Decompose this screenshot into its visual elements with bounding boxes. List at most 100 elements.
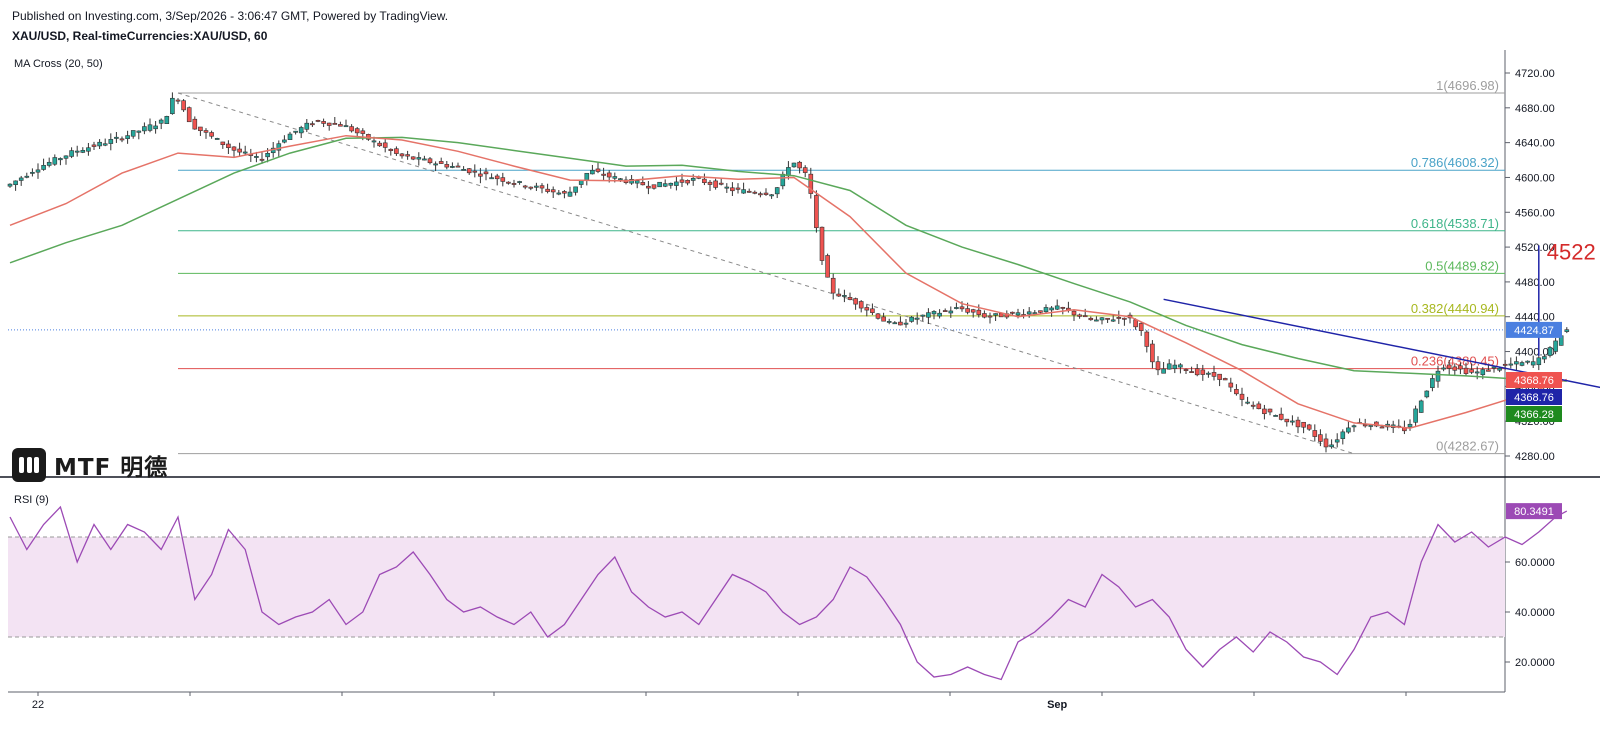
candle-body: [114, 136, 119, 139]
candle-body: [601, 173, 606, 176]
price-tick-label: 4680.00: [1515, 103, 1555, 115]
candle-body: [343, 125, 349, 128]
candle-body: [1323, 438, 1329, 448]
candle-body: [1530, 361, 1536, 366]
candle-body: [718, 182, 724, 185]
candle-body: [1441, 367, 1446, 370]
price-tag-bg: [1506, 406, 1562, 422]
price-tag: 4368.76: [1514, 375, 1554, 387]
candle-body: [517, 181, 522, 183]
candle-body: [310, 123, 315, 126]
candle-body: [1150, 343, 1155, 363]
candle-body: [1015, 312, 1021, 316]
candle-body: [7, 183, 13, 187]
candle-body: [422, 158, 427, 161]
candle-body: [842, 295, 847, 297]
candle-body: [332, 122, 338, 125]
candle-body: [847, 296, 853, 300]
candle-body: [360, 130, 366, 134]
candle-body: [1234, 389, 1239, 395]
candle-body: [584, 172, 590, 181]
candle-body: [63, 155, 69, 159]
fib-level-label: 0(4282.67): [1436, 439, 1499, 454]
price-tag-bg: [1506, 372, 1562, 388]
candle-body: [954, 307, 959, 309]
price-tag-bg: [1506, 389, 1562, 405]
candle-body: [164, 116, 170, 124]
candle-body: [881, 316, 886, 322]
time-label: Sep: [1047, 699, 1067, 711]
candle-body: [1480, 369, 1486, 376]
candle-body: [24, 175, 30, 178]
candle-body: [1144, 331, 1150, 347]
candle-body: [898, 321, 903, 326]
candle-body: [982, 313, 987, 318]
candle-body: [130, 130, 136, 137]
candle-body: [556, 192, 562, 195]
candle-body: [259, 158, 265, 161]
candle-body: [1334, 439, 1340, 443]
candle-body: [550, 189, 556, 193]
candle-body: [1183, 369, 1189, 371]
candle-body: [1245, 401, 1250, 404]
candle-body: [1424, 390, 1430, 398]
candle-body: [562, 191, 567, 194]
candle-body: [970, 309, 976, 313]
candle-body: [304, 122, 310, 130]
candle-body: [937, 312, 942, 317]
rsi-label[interactable]: RSI (9): [14, 494, 49, 506]
rsi-line: [9, 505, 1568, 681]
candle-body: [153, 125, 158, 130]
candle-body: [1161, 368, 1166, 374]
candle-body: [875, 313, 881, 319]
candle-body: [1514, 361, 1519, 365]
candle-body: [147, 124, 153, 131]
candle-body: [1094, 319, 1099, 322]
candle-body: [746, 190, 752, 193]
candle-body: [1206, 372, 1211, 375]
candle-body: [46, 161, 52, 166]
candle-body: [427, 158, 433, 164]
candle-body: [769, 194, 774, 197]
mtf-logo-icon: [12, 448, 46, 482]
candle-body: [1306, 424, 1312, 430]
candle-body: [926, 312, 931, 318]
candle-body: [18, 177, 24, 181]
candle-body: [707, 181, 713, 185]
candle-body: [1346, 427, 1351, 433]
candle-body: [976, 309, 982, 315]
candle-body: [1452, 366, 1458, 371]
candle-body: [450, 166, 455, 168]
rsi-tick-label: 20.0000: [1515, 657, 1555, 669]
candle-body: [1564, 329, 1570, 332]
candle-body: [416, 157, 422, 160]
candle-body: [528, 186, 534, 189]
candle-body: [1172, 364, 1178, 369]
candle-body: [1329, 444, 1334, 448]
fib-level-label: 0.618(4538.71): [1411, 216, 1499, 231]
candle-body: [242, 151, 248, 154]
candle-body: [534, 185, 539, 188]
candle-body: [102, 143, 108, 146]
candle-body: [254, 156, 259, 158]
candle-body: [158, 119, 164, 124]
candle-body: [1486, 369, 1491, 372]
price-tick-label: 4720.00: [1515, 68, 1555, 80]
current-price-tag-bg: [1506, 321, 1562, 338]
candle-body: [1077, 314, 1082, 317]
candle-body: [1318, 434, 1323, 442]
ma-cross-label[interactable]: MA Cross (20, 50): [14, 58, 103, 70]
candle-body: [1082, 315, 1088, 318]
candle-body: [1116, 317, 1122, 319]
candle-body: [1536, 357, 1542, 366]
candle-body: [1290, 420, 1295, 423]
candle-body: [836, 293, 842, 297]
candle-body: [181, 100, 186, 111]
candle-body: [724, 186, 730, 189]
candle-body: [433, 163, 438, 166]
candle-body: [1026, 311, 1032, 315]
candle-body: [1446, 364, 1452, 369]
candle-body: [1278, 413, 1284, 420]
symbol-title: XAU/USD, Real-timeCurrencies:XAU/USD, 60: [12, 29, 268, 43]
